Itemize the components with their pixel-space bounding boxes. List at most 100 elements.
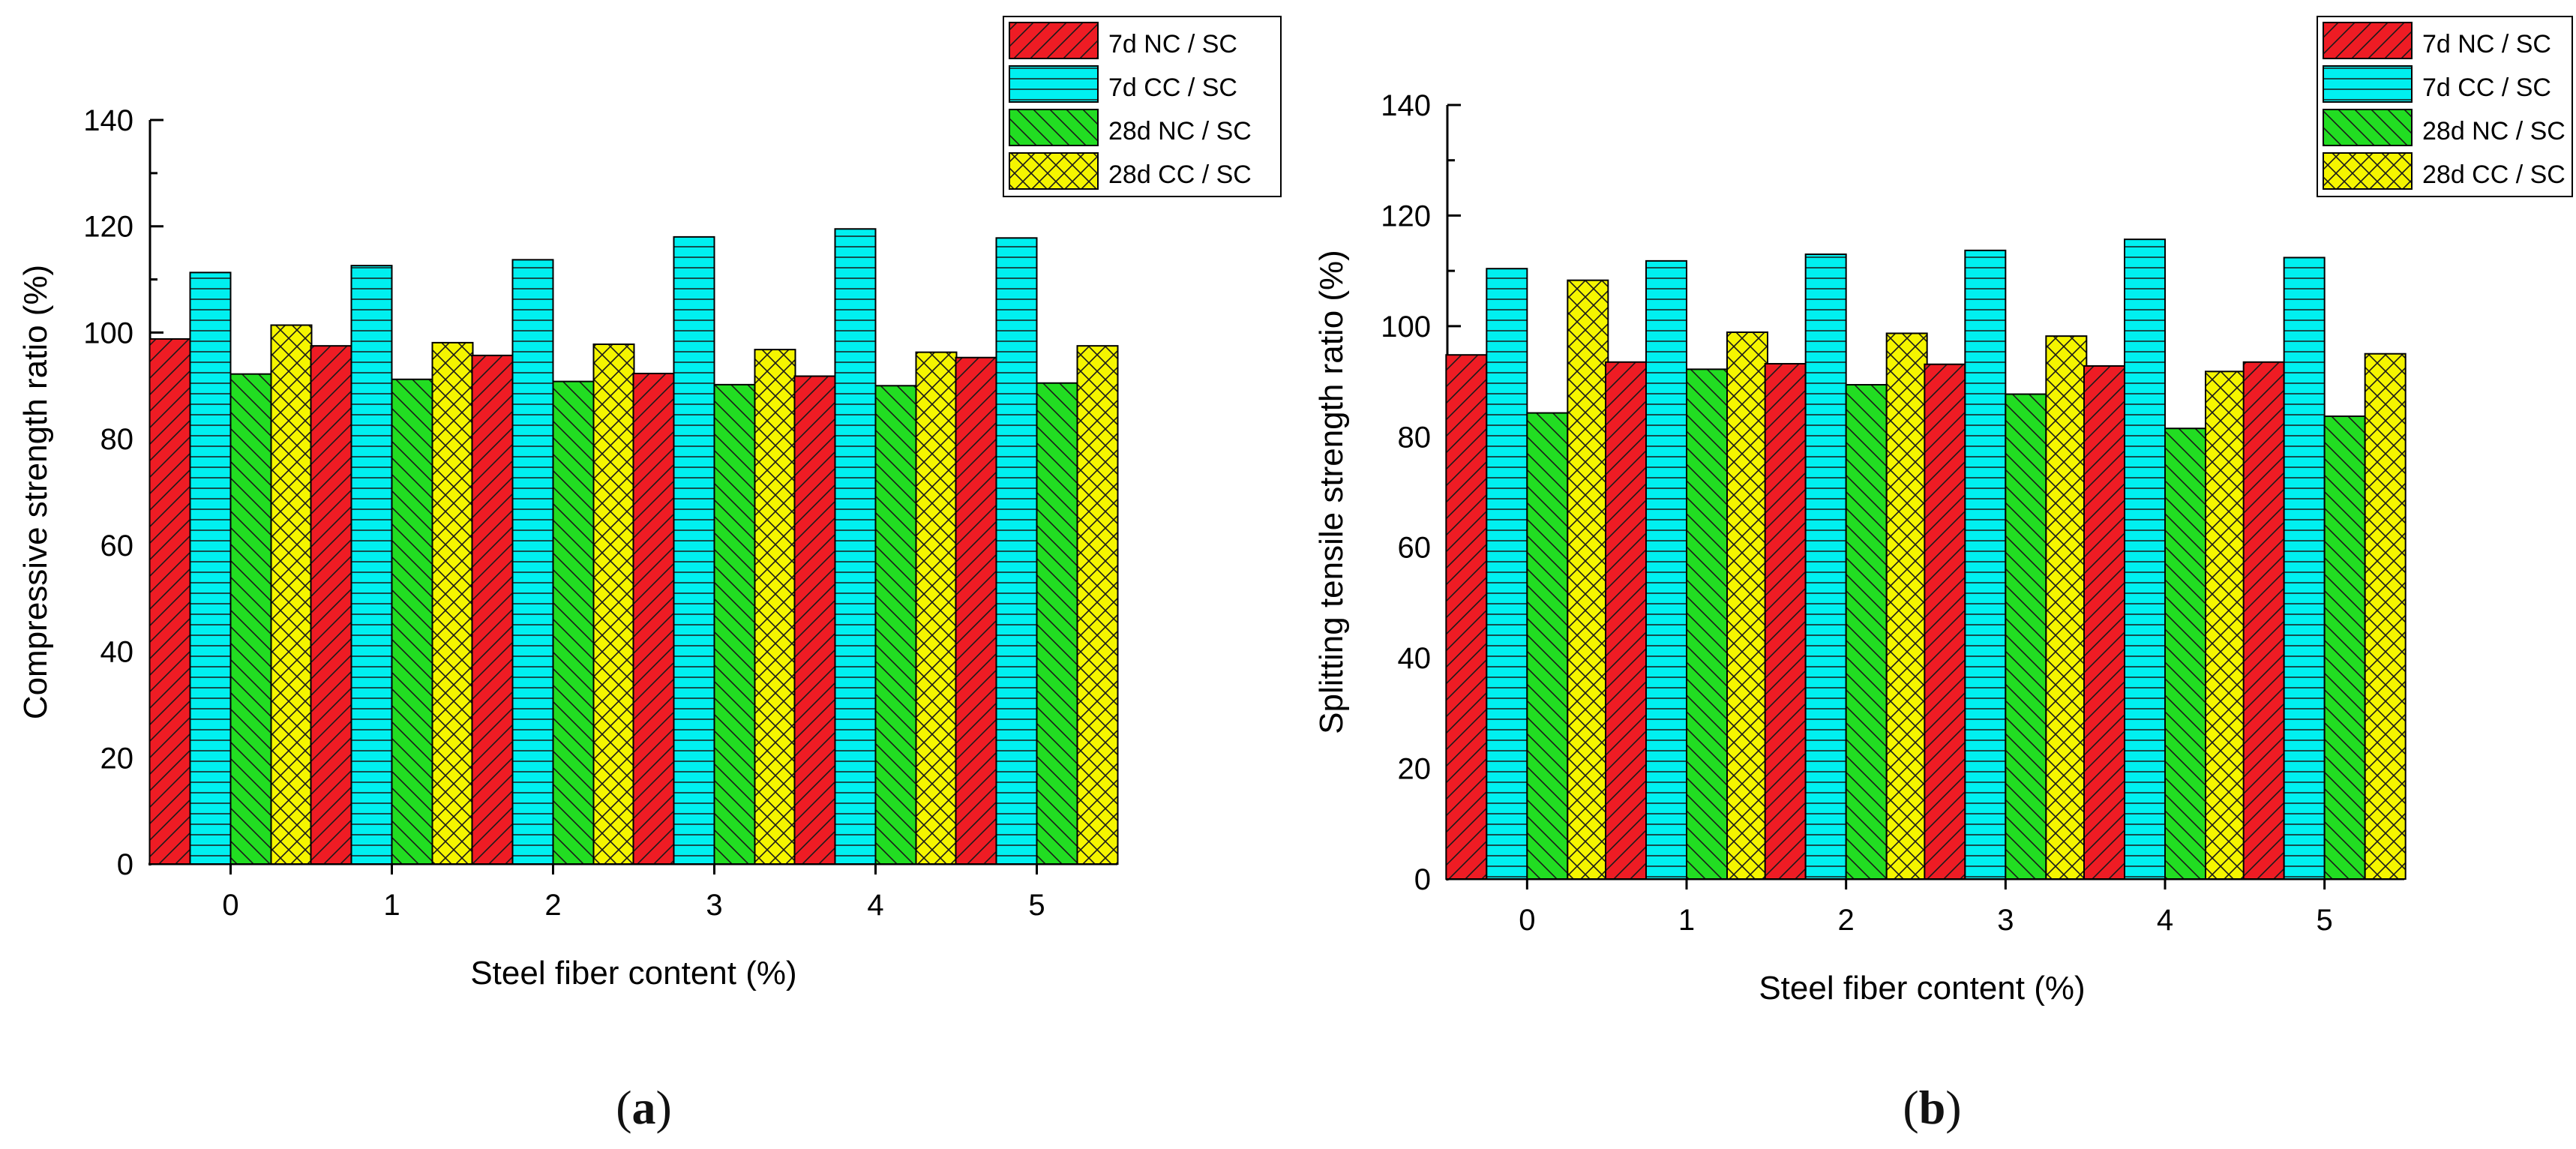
legend: 7d NC / SC 7d CC / SC 28d NC / SC 28d CC / …	[2317, 16, 2573, 197]
legend: 7d NC / SC 7d CC / SC 28d NC / SC 28d CC / …	[1003, 16, 1282, 197]
bar-7d-nc-sc-2	[1764, 362, 1807, 880]
bar-28d-nc-sc-4	[2164, 428, 2206, 880]
y-tick-label: 80	[100, 423, 134, 456]
bar-28d-nc-sc-3	[2005, 393, 2047, 880]
bar-28d-cc-sc-5	[1076, 345, 1119, 865]
x-tick-label: 5	[1028, 889, 1045, 922]
bar-7d-nc-sc-5	[955, 356, 997, 865]
bar-7d-nc-sc-1	[310, 345, 352, 865]
y-tick-label: 20	[100, 742, 134, 775]
x-tick-label: 4	[867, 889, 883, 922]
bar-7d-cc-sc-2	[1804, 254, 1847, 880]
bar-28d-cc-sc-1	[1726, 331, 1768, 880]
bar-28d-cc-sc-0	[1567, 279, 1609, 880]
bar-7d-cc-sc-0	[1486, 268, 1528, 880]
x-tick-label: 2	[1838, 904, 1855, 937]
y-tick-label: 120	[1381, 200, 1431, 232]
x-tick-label: 2	[544, 889, 561, 922]
bar-28d-nc-sc-3	[713, 383, 756, 865]
y-axis-label: Splitting tensile strength ratio (%)	[1313, 250, 1350, 734]
bar-28d-cc-sc-1	[431, 341, 474, 865]
bar-28d-cc-sc-2	[1885, 332, 1928, 880]
y-tick-label: 20	[1398, 753, 1432, 786]
bar-7d-cc-sc-5	[995, 237, 1038, 865]
bar-28d-nc-sc-2	[1845, 383, 1888, 880]
bar-7d-cc-sc-3	[1964, 249, 2007, 880]
bar-28d-nc-sc-5	[2323, 416, 2366, 880]
legend-swatch	[1009, 109, 1099, 146]
bar-7d-cc-sc-5	[2283, 256, 2326, 880]
y-tick-label: 140	[1381, 89, 1431, 122]
y-tick-label: 100	[83, 316, 133, 350]
legend-swatch	[1009, 65, 1099, 103]
legend-swatch	[1009, 152, 1099, 190]
y-tick-label: 40	[100, 636, 134, 669]
bar-7d-nc-sc-0	[1445, 354, 1488, 880]
legend-label: 28d CC / SC	[1108, 160, 1252, 189]
y-tick-label: 80	[1398, 421, 1432, 454]
x-tick-label: 1	[1678, 904, 1695, 937]
bar-28d-cc-sc-2	[592, 344, 635, 865]
legend-label: 7d CC / SC	[2422, 74, 2551, 102]
bar-28d-cc-sc-5	[2364, 352, 2407, 880]
legend-swatch	[2323, 109, 2413, 146]
bar-7d-cc-sc-4	[834, 228, 877, 865]
y-tick-label: 0	[117, 848, 133, 881]
x-axis-label: Steel fiber content (%)	[470, 955, 796, 992]
legend-label: 7d NC / SC	[1108, 30, 1237, 58]
bar-7d-cc-sc-2	[511, 259, 554, 865]
bar-7d-cc-sc-1	[350, 265, 393, 865]
bar-28d-nc-sc-0	[1526, 412, 1569, 880]
x-tick-label: 3	[706, 889, 722, 922]
bar-28d-nc-sc-1	[391, 378, 433, 866]
y-tick-label: 60	[100, 530, 134, 562]
x-axis-label: Steel fiber content (%)	[1759, 970, 2085, 1006]
legend-swatch	[2323, 152, 2413, 190]
y-tick-label: 140	[83, 104, 133, 137]
panel-label-b: (b)	[1903, 1081, 1962, 1134]
legend-swatch	[1009, 22, 1099, 59]
bar-7d-nc-sc-4	[2083, 364, 2125, 880]
legend-label: 7d NC / SC	[2422, 30, 2551, 58]
bar-7d-cc-sc-4	[2124, 238, 2166, 880]
x-tick-label: 5	[2317, 904, 2333, 937]
bar-28d-nc-sc-4	[874, 385, 917, 865]
legend-label: 7d CC / SC	[1108, 74, 1237, 102]
bar-7d-nc-sc-3	[632, 372, 675, 865]
y-tick-label: 100	[1381, 310, 1431, 344]
x-tick-label: 0	[1519, 904, 1535, 937]
y-tick-label: 60	[1398, 532, 1432, 565]
bar-28d-cc-sc-4	[915, 351, 958, 866]
x-tick-label: 0	[222, 889, 238, 922]
y-axis-label: Compressive strength ratio (%)	[17, 265, 54, 719]
bar-28d-cc-sc-3	[754, 349, 796, 865]
legend-label: 28d NC / SC	[2422, 117, 2566, 146]
bar-7d-cc-sc-0	[189, 272, 232, 865]
bar-7d-nc-sc-0	[148, 338, 191, 865]
x-tick-label: 1	[383, 889, 400, 922]
bar-7d-nc-sc-2	[471, 354, 514, 865]
legend-swatch	[2323, 22, 2413, 59]
y-tick-label: 40	[1398, 642, 1432, 675]
x-tick-label: 3	[1997, 904, 2014, 937]
bar-28d-nc-sc-2	[552, 380, 595, 866]
y-tick-label: 0	[1414, 863, 1431, 896]
y-tick-label: 120	[83, 211, 133, 244]
chart-panel-b: 0 20 40 60 80 100 120 140 Splitting tensile stre…	[1288, 0, 2576, 1149]
bar-7d-nc-sc-4	[793, 375, 836, 865]
bar-7d-nc-sc-1	[1605, 361, 1647, 880]
bar-28d-cc-sc-3	[2045, 335, 2088, 880]
bar-7d-cc-sc-1	[1645, 260, 1687, 880]
bar-7d-nc-sc-3	[1924, 363, 1966, 880]
bar-7d-nc-sc-5	[2242, 361, 2285, 880]
bar-28d-nc-sc-5	[1036, 382, 1078, 865]
x-tick-label: 4	[2157, 904, 2173, 937]
bar-28d-cc-sc-0	[270, 324, 313, 866]
legend-label: 28d CC / SC	[2422, 160, 2566, 189]
bar-28d-nc-sc-1	[1686, 368, 1728, 880]
bar-28d-cc-sc-4	[2205, 370, 2247, 880]
panel-label-a: (a)	[616, 1081, 672, 1134]
legend-swatch	[2323, 65, 2413, 103]
